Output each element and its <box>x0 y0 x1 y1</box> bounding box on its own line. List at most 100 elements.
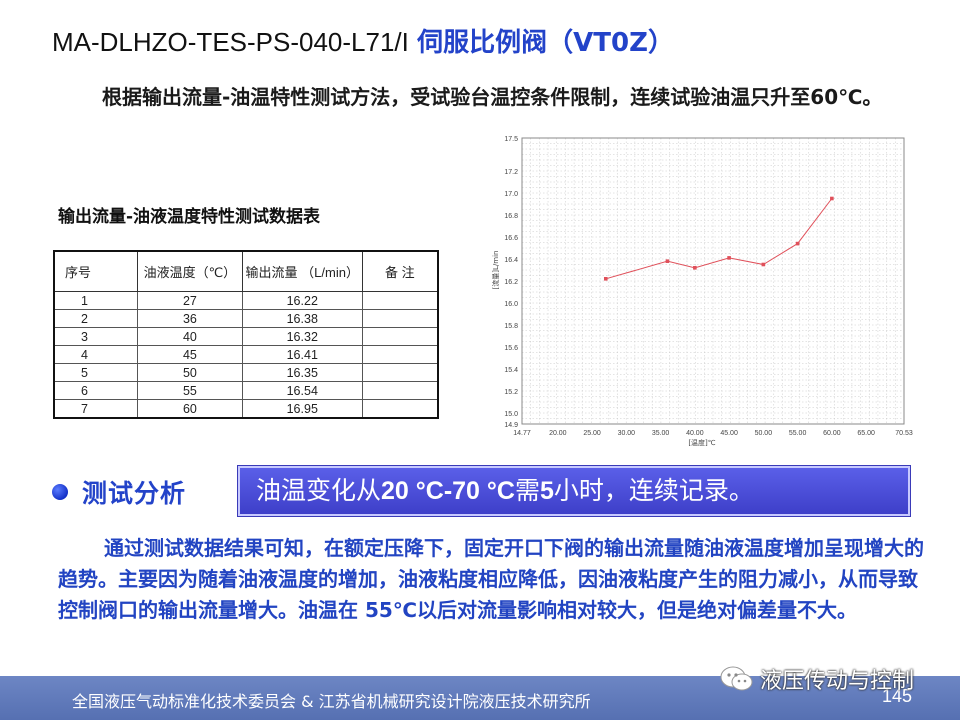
intro-text: 根据输出流量-油温特性测试方法，受试验台温控条件限制，连续试验油温只升至60℃。 <box>102 85 883 109</box>
cell-remark <box>361 363 439 382</box>
y-tick-label: 16.2 <box>504 279 518 286</box>
header-index: 序号 <box>53 250 138 292</box>
y-tick-label: 16.0 <box>504 301 518 308</box>
x-tick-label: 40.00 <box>686 430 704 437</box>
y-tick-label: 16.8 <box>504 213 518 220</box>
section-label: 测试分析 <box>82 479 187 508</box>
data-point <box>727 256 731 260</box>
y-tick-label: 14.9 <box>504 422 518 429</box>
y-tick-label: 17.5 <box>504 136 518 143</box>
wechat-logo-icon <box>720 666 753 691</box>
x-tick-label: 50.00 <box>755 430 773 437</box>
x-tick-label: 20.00 <box>549 430 567 437</box>
data-point <box>665 259 670 263</box>
banner-hours: 5 <box>539 477 554 505</box>
x-tick-label: 45.00 <box>720 430 738 437</box>
cell-remark <box>361 381 439 400</box>
cell-index: 3 <box>53 327 138 346</box>
cell-index: 7 <box>53 399 138 419</box>
table-caption: 输出流量-油液温度特性测试数据表 <box>58 207 321 227</box>
table-row: 2 36 16.38 <box>53 309 439 328</box>
analysis-paragraph: 通过测试数据结果可知，在额定压降下，固定开口下阀的输出流量随油液温度增加呈现增大… <box>58 533 924 626</box>
y-tick-label: 15.6 <box>504 345 518 352</box>
data-table: 序号 油液温度（℃） 输出流量 （L/min） 备 注 1 27 16.22 2 36… <box>53 250 439 419</box>
data-point <box>693 266 697 270</box>
cell-flow: 16.41 <box>241 345 363 364</box>
data-point <box>761 262 766 267</box>
cell-index: 4 <box>53 345 138 364</box>
cell-index: 6 <box>53 381 138 400</box>
watermark-text: 液压传动与控制 <box>760 669 915 694</box>
y-tick-label: 16.4 <box>504 257 518 264</box>
footer-bar: 全国液压气动标准化技术委员会 & 江苏省机械研究设计院液压技术研究所 145 <box>0 676 960 720</box>
cell-remark <box>361 345 439 364</box>
title-code: MA-DLHZO-TES-PS-040-L71/I <box>52 27 409 57</box>
x-tick-label: 65.00 <box>857 430 875 437</box>
cell-flow: 16.95 <box>241 399 363 419</box>
cell-temperature: 40 <box>136 327 243 346</box>
y-tick-label: 16.6 <box>504 235 518 242</box>
table-row: 3 40 16.32 <box>53 327 439 346</box>
data-point <box>795 241 800 246</box>
y-tick-label: 15.4 <box>504 367 518 374</box>
series-line <box>605 198 833 280</box>
page-number: 145 <box>882 686 913 706</box>
y-tick-label: 17.0 <box>504 191 518 198</box>
table-row: 7 60 16.95 <box>53 399 439 419</box>
y-tick-label: 15.8 <box>504 323 518 330</box>
x-tick-label: 25.00 <box>583 430 601 437</box>
data-point <box>603 277 608 281</box>
cell-remark <box>361 399 439 419</box>
cell-flow: 16.22 <box>241 291 363 310</box>
x-tick-label: 60.00 <box>823 430 841 437</box>
x-tick-label: 14.77 <box>513 430 531 437</box>
cell-flow: 16.35 <box>241 363 363 382</box>
x-axis-label: [温度]℃ <box>688 438 715 447</box>
banner-range: 20 °C-70 °C <box>381 477 515 505</box>
header-flow: 输出流量 （L/min） <box>241 250 363 292</box>
banner-post: 小时，连续记录。 <box>553 476 754 505</box>
cell-temperature: 36 <box>136 309 243 328</box>
x-tick-label: 70.53 <box>895 430 913 437</box>
intro-paragraph: 根据输出流量-油温特性测试方法，受试验台温控条件限制，连续试验油温只升至60℃。 <box>52 82 922 113</box>
cell-temperature: 60 <box>136 399 243 419</box>
cell-index: 1 <box>53 291 138 310</box>
y-axis-label: [流量]L/min <box>491 251 500 290</box>
cell-temperature: 27 <box>136 291 243 310</box>
bullet-icon <box>52 484 68 500</box>
analysis-text: 通过测试数据结果可知，在额定压降下，固定开口下阀的输出流量随油液温度增加呈现增大… <box>58 536 924 622</box>
cell-temperature: 45 <box>136 345 243 364</box>
header-remark: 备 注 <box>361 250 439 292</box>
test-duration-banner: 油温变化从20 °C-70 °C需5小时，连续记录。 <box>238 466 910 516</box>
table-row: 4 45 16.41 <box>53 345 439 364</box>
y-tick-label: 15.0 <box>504 411 518 418</box>
footer-organization: 全国液压气动标准化技术委员会 & 江苏省机械研究设计院液压技术研究所 <box>72 692 591 711</box>
x-tick-label: 55.00 <box>789 430 807 437</box>
cell-flow: 16.54 <box>241 381 363 400</box>
banner-mid: 需 <box>514 476 540 505</box>
y-tick-label: 17.2 <box>504 169 518 176</box>
cell-remark <box>361 309 439 328</box>
cell-temperature: 55 <box>136 381 243 400</box>
cell-index: 2 <box>53 309 138 328</box>
table-row: 5 50 16.35 <box>53 363 439 382</box>
cell-flow: 16.32 <box>241 327 363 346</box>
title-product: 伺服比例阀（VT0Z） <box>417 28 674 58</box>
plot-frame <box>521 137 905 425</box>
header-temperature: 油液温度（℃） <box>136 250 243 292</box>
banner-pre: 油温变化从 <box>256 476 382 505</box>
x-tick-label: 35.00 <box>652 430 670 437</box>
table-row: 1 27 16.22 <box>53 291 439 310</box>
cell-remark <box>361 327 439 346</box>
x-tick-label: 30.00 <box>618 430 636 437</box>
slide-title: MA-DLHZO-TES-PS-040-L71/I 伺服比例阀（VT0Z） <box>52 22 674 59</box>
cell-remark <box>361 291 439 310</box>
cell-temperature: 50 <box>136 363 243 382</box>
table-header-row: 序号 油液温度（℃） 输出流量 （L/min） 备 注 <box>53 250 439 292</box>
data-point <box>830 196 834 201</box>
table-row: 6 55 16.54 <box>53 381 439 400</box>
y-tick-label: 15.2 <box>504 389 518 396</box>
flow-temperature-chart: 14.9 15.0 15.2 15.4 15.6 15.8 16.0 16.2 16.4 16.6… <box>491 136 913 447</box>
cell-flow: 16.38 <box>241 309 363 328</box>
cell-index: 5 <box>53 363 138 382</box>
